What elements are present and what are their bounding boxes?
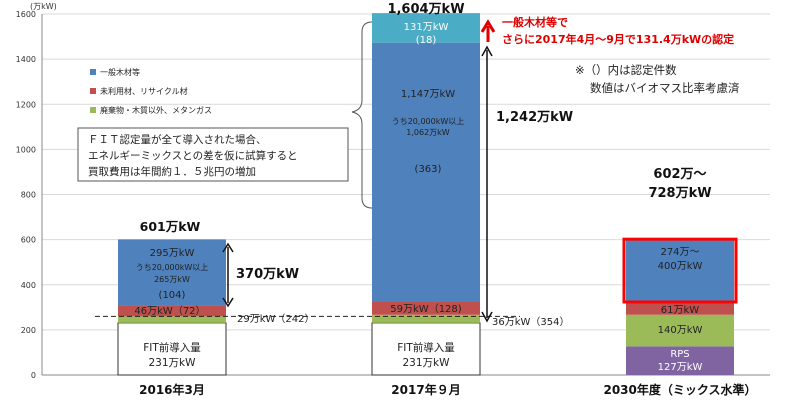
bar-segment-label: 1,062万kW [406,128,450,137]
bar-total-label: 601万kW [140,219,201,234]
red-note-line-1: 一般木材等で [502,15,568,29]
bar-segment [372,13,480,43]
callout-box [77,127,349,182]
bar-segment [372,314,480,323]
bar-segment-label: 29万kW（242） [237,313,315,325]
bar-segment-label: (18) [416,35,437,46]
red-note-line-2: さらに2017年4月～9月で131.4万kWの認定 [502,32,734,46]
callout-line-3: 買取費用は年間約１．５兆円の増加 [88,165,256,178]
legend-swatch [90,69,96,75]
y-tick-label: 1000 [16,145,36,154]
stacked-bars [95,13,738,376]
bar-segment-label: 1,147万kW [401,89,455,100]
bar-segment [626,346,734,375]
bar-segment-label: 36万kW（354） [492,316,570,328]
annotations: 601万kW 295万kW うち20,000kW以上 265万kW (104) 46万kW… [134,2,711,373]
y-tick-label: 600 [21,236,36,245]
bar-segment [372,301,480,315]
bar-segment-label: うち20,000kW以上 [136,263,209,272]
arrow-label: 370万kW [236,267,299,282]
bar-segment-label: RPS [670,349,689,360]
callout: ＦＩＴ認定量が全て導入された場合、 エネルギーミックスとの差を仮に試算すると 買… [77,21,373,209]
bar-total-label: 728万kW [648,186,711,201]
bar-segment [118,305,226,317]
bar-segment [118,316,226,323]
bar-segment [117,322,227,376]
bar-segment-label: FIT前導入量 [397,341,455,354]
callout-brace [351,21,373,209]
red-note: 一般木材等で さらに2017年4月～9月で131.4万kWの認定 [480,15,734,46]
double-arrow [481,45,493,323]
range-2030-outline [622,237,738,304]
bar-segment [626,300,734,315]
bar-segment-label: 127万kW [658,362,703,373]
note-line-1: ※（）内は認定件数 [575,63,677,77]
y-tick-label: 0 [31,371,36,380]
callout-line-1: ＦＩＴ認定量が全て導入された場合、 [88,133,267,146]
y-tick-label: 200 [21,326,36,335]
bar-segment-label: うち20,000kW以上 [392,117,465,126]
bar-total-label: 602万～ [653,167,706,182]
bar-segment-label: (363) [415,164,442,175]
x-category-label: 2016年3月 [139,382,205,397]
y-tick-label: 400 [21,281,36,290]
bar-total-label: 1,604万kW [387,2,464,17]
x-category-label: 2030年度（ミックス水準） [603,382,756,397]
y-tick-label: 1600 [16,10,36,19]
legend-swatch [90,88,96,94]
bar-segment-label: (104) [159,290,186,301]
bar-segment-label: 140万kW [658,325,703,336]
y-tick-label: 800 [21,191,36,200]
y-axis-unit: (万kW) [30,2,57,11]
bar-segment-label: 131万kW [404,22,449,33]
legend-label: 廃棄物・木質以外、メタンガス [100,105,212,115]
red-up-arrow [480,19,496,42]
legend-label: 未利用材、リサイクル材 [100,86,188,96]
bar-segment [118,239,226,306]
bar-segment-label: 274万～ [660,247,699,258]
x-category-labels: 2016年3月 2017年９月 2030年度（ミックス水準） [139,382,756,397]
bar-segment [372,42,480,302]
bar-segment [371,322,481,376]
y-tick-label: 1400 [16,55,36,64]
bar-segment-label: 61万kW [661,305,700,316]
y-tick-labels: 0 200 400 600 800 1000 1200 1400 1600 [16,10,36,380]
note-line-2: 数値はバイオマス比率考慮済 [590,81,740,95]
bar-segment-label: 231万kW [148,357,196,369]
x-category-label: 2017年９月 [391,382,460,397]
callout-line-2: エネルギーミックスとの差を仮に試算すると [88,149,298,162]
bar-segment-label: 295万kW [150,248,195,259]
bar-segment-label: 400万kW [658,261,703,272]
legend-label: 一般木材等 [100,67,140,77]
y-tick-label: 1200 [16,100,36,109]
legend-swatch [90,107,96,113]
double-arrow [222,242,234,308]
bar-segment-label: 59万kW（128) [390,303,461,315]
bar-segment-label: 231万kW [402,357,450,369]
bar-segment [626,239,734,301]
arrow-label: 1,242万kW [496,110,573,125]
bar-segment [626,314,734,347]
bar-segment-label: 46万kW（72） [134,305,205,317]
bar-segment-label: FIT前導入量 [143,341,201,354]
bar-segment-label: 265万kW [154,275,190,284]
